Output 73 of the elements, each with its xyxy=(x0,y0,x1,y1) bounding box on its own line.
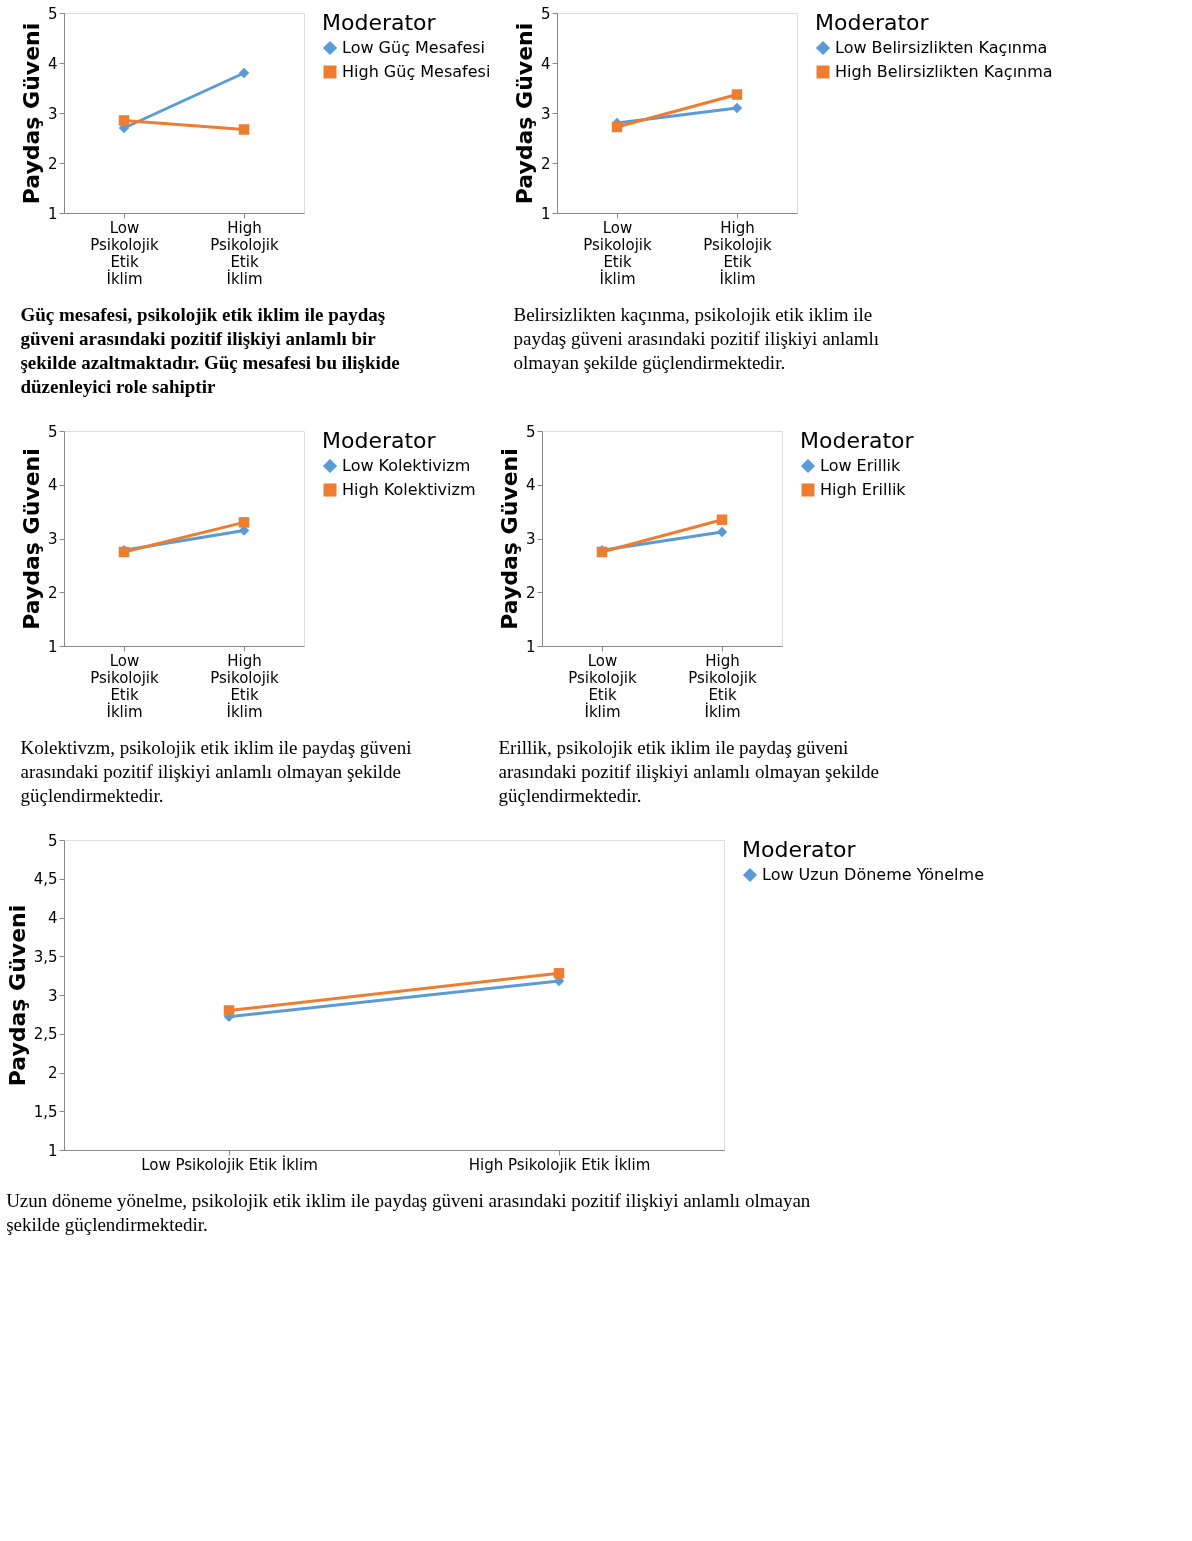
legend-label: High Kolektivizm xyxy=(342,480,476,499)
legend-label: Low Uzun Döneme Yönelme xyxy=(762,865,984,884)
y-tick-label: 1 xyxy=(525,637,536,656)
legend-label: High Güç Mesafesi xyxy=(342,62,491,81)
y-tick-label: 3 xyxy=(47,104,58,123)
legend-title: Moderator xyxy=(815,10,930,35)
y-tick-label: 3 xyxy=(525,530,536,548)
x-tick-label: High Psikolojik Etik İklim xyxy=(688,651,758,721)
y-axis-title: Paydaş Güveni xyxy=(511,22,537,205)
legend-label: Low Kolektivizm xyxy=(342,456,471,475)
y-tick-label: 4 xyxy=(47,909,58,927)
point xyxy=(223,1005,235,1016)
legend-title: Moderator xyxy=(322,10,437,35)
legend-label: High Erillik xyxy=(820,480,907,499)
y-tick-label: 4 xyxy=(525,476,536,495)
text: Kolektivzm, psikolojik etik iklim ile paydaş güveni arasındaki pozitif ilişkiyi anlamlı olmayan şekilde güçlendirmektedir. xyxy=(20,737,412,806)
x-tick-label: Low Psikolojik Etik İklim xyxy=(141,1154,318,1174)
point xyxy=(118,115,130,126)
y-tick-label: 2 xyxy=(525,583,536,602)
y-tick-label: 5 xyxy=(525,422,536,441)
point xyxy=(238,124,250,135)
y-tick-label: 3 xyxy=(47,530,58,548)
x-tick-label: Low Psikolojik Etik İklim xyxy=(583,218,653,288)
legend-label: Low Güç Mesafesi xyxy=(342,38,486,57)
text: Erillik, psikolojik etik iklim ile paydaş güveni arasındaki pozitif ilişkiyi anlamlı olmayan şekilde güçlendirmektedir. xyxy=(498,737,879,806)
y-tick-label: 1,5 xyxy=(33,1102,58,1121)
y-tick-label: 4,5 xyxy=(33,870,58,889)
x-tick-label: High Psikolojik Etik İklim xyxy=(210,218,280,288)
y-tick-label: 2 xyxy=(47,154,58,173)
point xyxy=(238,67,250,79)
legend-title: Moderator xyxy=(742,837,857,862)
text: Uzun döneme yönelme, psikolojik etik iklim ile paydaş güveni arasındaki pozitif ilişkiyi anlamlı olmayan şekilde güçlendirmektedir. xyxy=(6,1190,811,1235)
x-tick-label: High Psikolojik Etik İklim xyxy=(468,1154,651,1174)
y-tick-label: 2,5 xyxy=(33,1025,58,1044)
y-tick-label: 5 xyxy=(47,831,58,850)
y-tick-label: 1 xyxy=(47,204,58,223)
y-tick-label: 2 xyxy=(47,583,58,602)
x-tick-label: Low Psikolojik Etik İklim xyxy=(90,218,160,288)
y-axis-title: Paydaş Güveni xyxy=(18,448,44,630)
y-tick-label: 2 xyxy=(540,154,551,173)
y-tick-label: 5 xyxy=(540,4,551,23)
y-tick-label: 5 xyxy=(47,4,58,23)
y-tick-label: 5 xyxy=(47,422,58,441)
legend-label: Low Erillik xyxy=(820,456,902,475)
point xyxy=(731,89,743,100)
y-tick-label: 4 xyxy=(47,476,58,495)
y-tick-label: 1 xyxy=(540,204,551,223)
x-tick-label: Low Psikolojik Etik İklim xyxy=(90,651,160,721)
legend-label: High Belirsizlikten Kaçınma xyxy=(835,62,1053,81)
y-tick-label: 3 xyxy=(540,104,551,123)
y-tick-label: 3 xyxy=(47,986,58,1005)
y-tick-label: 2 xyxy=(47,1064,58,1082)
point xyxy=(553,968,565,979)
point xyxy=(716,526,728,538)
y-axis-title: Paydaş Güveni xyxy=(4,904,30,1087)
y-axis-title: Paydaş Güveni xyxy=(18,22,44,205)
point xyxy=(611,121,623,133)
x-tick-label: Low Psikolojik Etik İklim xyxy=(568,651,638,721)
y-tick-label: 4 xyxy=(540,54,551,73)
x-tick-label: High Psikolojik Etik İklim xyxy=(210,651,280,721)
text: Güç mesafesi, psikolojik etik iklim ile paydaş güveni arasındaki pozitif ilişkiyi anlamlı bir şekilde azaltmaktadır. Güç mesafesi bu ilişkide düzenleyici role sahiptir xyxy=(20,304,400,397)
y-tick-label: 1 xyxy=(47,1141,58,1160)
x-tick-label: High Psikolojik Etik İklim xyxy=(703,218,773,288)
y-tick-label: 1 xyxy=(47,637,58,656)
point xyxy=(238,517,250,528)
legend-title: Moderator xyxy=(322,428,437,453)
legend-title: Moderator xyxy=(800,428,915,453)
y-tick-label: 3,5 xyxy=(33,947,58,966)
text: Belirsizlikten kaçınma, psikolojik etik iklim ile paydaş güveni arasındaki pozitif ilişkiyi anlamlı olmayan şekilde güçlendirmektedir. xyxy=(513,304,880,373)
y-tick-label: 4 xyxy=(47,54,58,73)
y-axis-title: Paydaş Güveni xyxy=(496,448,522,630)
point xyxy=(716,514,728,525)
legend-label: Low Belirsizlikten Kaçınma xyxy=(835,38,1048,57)
